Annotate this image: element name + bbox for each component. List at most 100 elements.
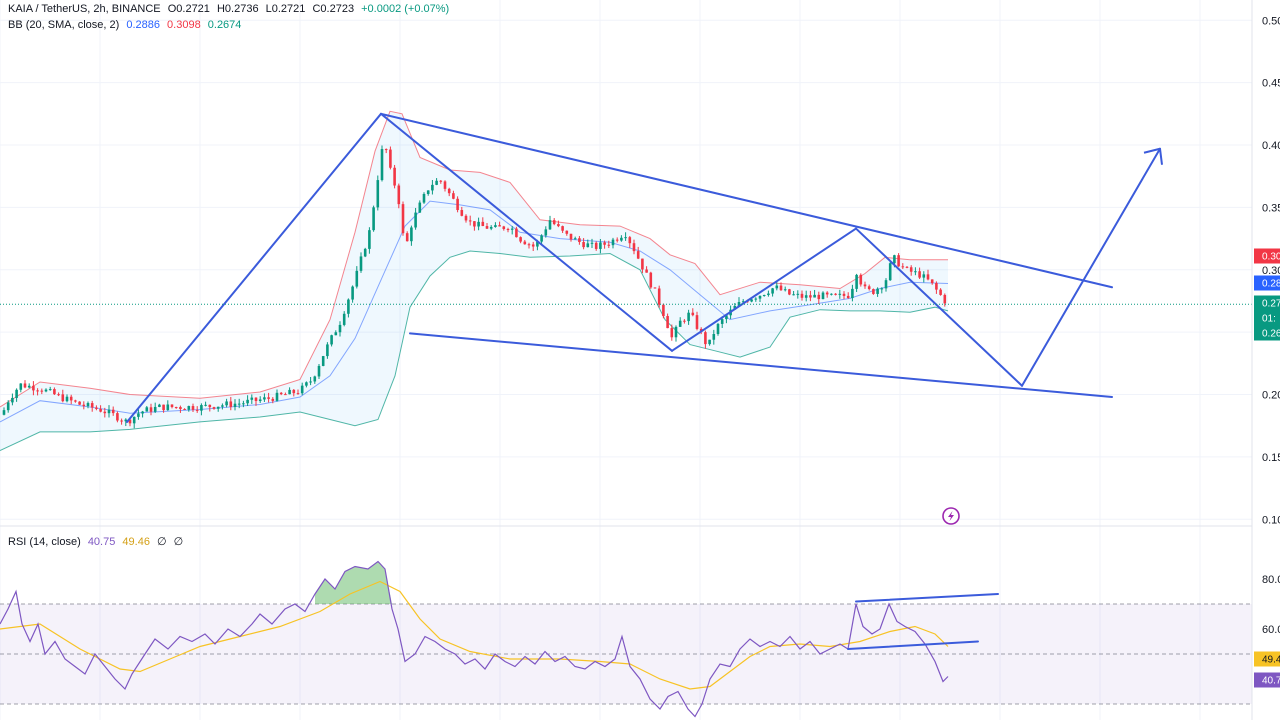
lightning-icon[interactable]	[942, 507, 960, 525]
rsi-line	[0, 560, 949, 718]
rsi-overbought-fill	[315, 561, 392, 604]
candle-body	[120, 420, 123, 422]
candle-body	[515, 228, 518, 238]
pattern-trendline[interactable]	[126, 112, 382, 423]
candle-body	[69, 396, 73, 401]
candle-body	[473, 221, 476, 227]
pattern-trendline[interactable]	[1021, 147, 1161, 387]
candle-body	[11, 397, 14, 403]
price-tag	[1254, 325, 1280, 341]
candle-body	[666, 316, 669, 329]
candle-body	[670, 328, 674, 338]
pattern-drawing[interactable]	[126, 112, 1163, 423]
candle-body	[893, 255, 896, 264]
arrow-head[interactable]	[1143, 147, 1163, 165]
candle-body	[137, 413, 140, 417]
candle-body	[599, 242, 602, 249]
candle-body	[662, 304, 665, 317]
candle-body	[216, 406, 220, 409]
bb-upper-value: 0.3098	[167, 19, 201, 31]
candle-body	[830, 293, 833, 295]
candle-body	[19, 383, 23, 390]
candle-body	[313, 376, 317, 382]
candle-body	[888, 263, 892, 281]
candle-body	[935, 283, 938, 290]
candle-body	[237, 403, 241, 405]
rsi-trendline[interactable]	[855, 593, 999, 603]
candle-body	[725, 315, 728, 320]
pattern-trendline[interactable]	[409, 332, 1113, 398]
price-axis-label: 0.30	[1262, 265, 1280, 277]
candle-body	[704, 332, 707, 345]
price-tag-text: 0.26	[1262, 329, 1280, 340]
candle-body	[250, 397, 254, 400]
candle-body	[897, 255, 900, 267]
candle-body	[338, 324, 342, 333]
price-pane[interactable]	[0, 110, 1252, 452]
candle-body	[561, 226, 564, 231]
candle-body	[804, 295, 808, 298]
bb-fill-area	[0, 111, 948, 451]
candle-body	[636, 251, 640, 259]
candle-body	[359, 256, 363, 271]
open-value: O0.2721	[167, 3, 210, 15]
pattern-trendline[interactable]	[855, 227, 1023, 387]
candle-body	[418, 202, 422, 213]
price-tags: 0.30 0.28 0.27 01: 0.26 49.4 40.7	[1254, 248, 1280, 688]
candle-body	[405, 233, 409, 242]
candle-body	[842, 293, 846, 296]
candle-body	[464, 215, 468, 221]
candle-body	[153, 406, 157, 412]
price-axis-label: 0.35	[1262, 202, 1280, 214]
price-axis-label: 0.15	[1262, 452, 1280, 464]
candle-body	[78, 401, 81, 405]
rsi-extra-2: ∅	[173, 536, 184, 548]
candle-body	[586, 243, 590, 248]
candle-body	[817, 294, 821, 300]
pattern-trendline[interactable]	[380, 112, 1113, 289]
candle-body	[914, 271, 917, 273]
symbol-title[interactable]: KAIA / TetherUS, 2h, BINANCE	[8, 3, 161, 15]
price-axis[interactable]: 0.500.450.400.350.300.250.200.150.1080.0…	[1251, 0, 1280, 720]
rsi-value: 40.75	[87, 536, 116, 548]
candle-body	[61, 394, 65, 402]
candle-body	[90, 403, 94, 408]
candle-body	[930, 279, 934, 284]
candle-body	[607, 244, 611, 246]
candle-body	[267, 397, 270, 399]
candle-body	[800, 293, 804, 298]
candle-body	[334, 332, 338, 336]
candle-body	[939, 289, 942, 295]
candle-body	[779, 285, 783, 291]
candle-body	[368, 230, 371, 249]
bb-legend[interactable]: BB (20, SMA, close, 2) 0.2886 0.3098 0.2…	[8, 19, 245, 31]
candle-body	[246, 399, 249, 404]
candle-body	[544, 229, 548, 236]
candle-body	[212, 407, 216, 409]
candle-body	[183, 408, 186, 410]
candle-body	[363, 248, 367, 257]
candle-body	[422, 193, 426, 203]
candlestick-series	[2, 145, 947, 429]
candle-body	[905, 266, 909, 268]
candle-body	[263, 397, 266, 400]
candle-body	[926, 274, 930, 280]
candle-body	[74, 400, 77, 402]
candle-body	[384, 149, 388, 151]
price-tag	[1254, 248, 1280, 264]
rsi-legend[interactable]: RSI (14, close) 40.75 49.46 ∅ ∅	[8, 535, 187, 548]
candle-body	[57, 394, 60, 396]
pattern-trendline[interactable]	[671, 227, 857, 352]
candle-body	[321, 356, 325, 366]
rsi-trendline[interactable]	[847, 640, 979, 650]
rsi-divergence-lines[interactable]	[847, 593, 999, 650]
rsi-pane[interactable]	[0, 560, 1252, 718]
candle-body	[540, 235, 543, 242]
candle-body	[519, 237, 522, 242]
candle-body	[103, 411, 107, 414]
price-axis-label: 0.10	[1262, 514, 1280, 526]
rsi-extra-1: ∅	[157, 536, 167, 548]
pattern-trendline[interactable]	[380, 112, 673, 352]
candle-body	[132, 416, 136, 424]
